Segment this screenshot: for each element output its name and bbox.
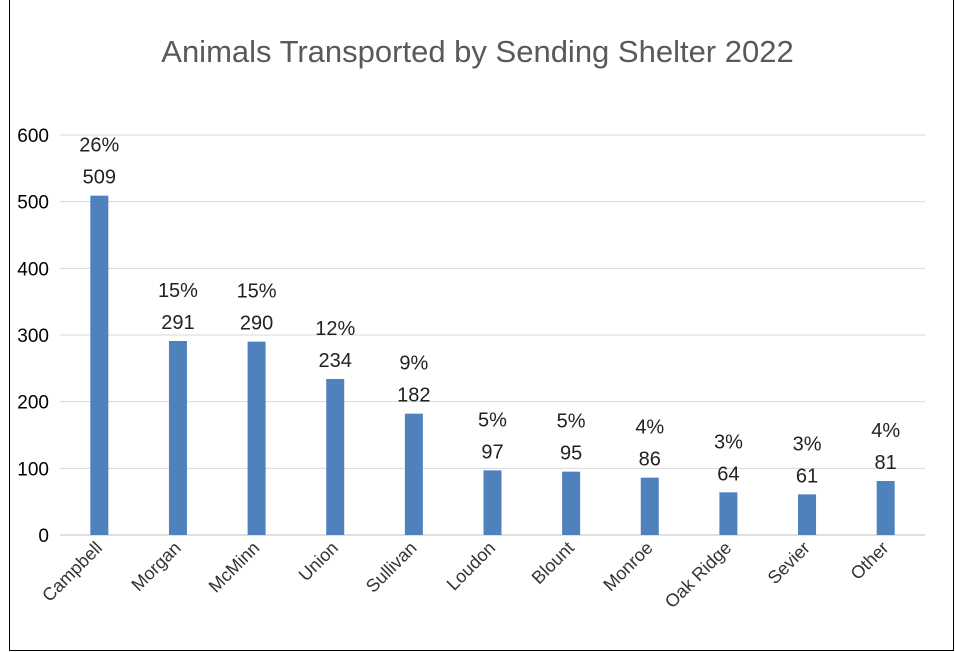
- data-label-value: 509: [83, 167, 116, 189]
- x-tick-label: Morgan: [127, 538, 184, 595]
- chart-frame: [9, 0, 954, 651]
- bar: [798, 494, 817, 535]
- y-tick-label: 500: [17, 193, 49, 214]
- data-label-percent: 4%: [635, 417, 664, 439]
- x-tick-label: Blount: [528, 538, 578, 588]
- y-tick-label: 200: [17, 393, 49, 414]
- data-label-value: 81: [875, 452, 897, 474]
- x-tick-label: Union: [295, 538, 342, 585]
- data-label-percent: 26%: [79, 135, 119, 157]
- y-tick-label: 300: [17, 326, 49, 347]
- data-label-value: 61: [796, 465, 818, 487]
- y-tick-label: 100: [17, 459, 49, 480]
- data-label-percent: 5%: [478, 409, 507, 431]
- data-label-percent: 3%: [714, 431, 743, 453]
- x-tick-label: Sevier: [764, 538, 814, 588]
- data-label-percent: 3%: [793, 433, 822, 455]
- x-tick-label: Monroe: [599, 538, 656, 595]
- x-tick-label: McMinn: [205, 538, 264, 597]
- data-label-value: 64: [717, 463, 739, 485]
- y-tick-label: 400: [17, 259, 49, 280]
- bar: [168, 341, 187, 535]
- data-label-value: 95: [560, 443, 582, 465]
- data-label-percent: 12%: [315, 318, 355, 340]
- data-label-value: 291: [161, 312, 194, 334]
- data-label-percent: 15%: [237, 281, 277, 303]
- data-label-value: 290: [240, 313, 273, 335]
- x-tick-label: Campbell: [38, 538, 106, 606]
- data-label-value: 234: [319, 350, 352, 372]
- data-label-percent: 15%: [158, 280, 198, 302]
- data-label-value: 182: [397, 385, 430, 407]
- x-tick-label: Loudon: [443, 538, 500, 595]
- data-label-value: 97: [481, 441, 503, 463]
- x-tick-label: Other: [847, 538, 893, 584]
- bar: [640, 477, 659, 535]
- bar: [247, 341, 266, 535]
- y-tick-label: 600: [17, 126, 49, 147]
- chart-title: Animals Transported by Sending Shelter 2…: [161, 34, 794, 69]
- bar: [719, 492, 738, 535]
- x-tick-label: Oak Ridge: [661, 538, 735, 612]
- data-label-value: 86: [639, 449, 661, 471]
- data-label-percent: 9%: [399, 353, 428, 375]
- y-tick-label: 0: [38, 526, 49, 547]
- bar: [562, 471, 581, 535]
- bar: [876, 481, 895, 535]
- x-tick-label: Sullivan: [362, 538, 421, 597]
- bar: [326, 379, 345, 535]
- bar: [90, 195, 109, 535]
- bar: [404, 413, 423, 535]
- data-label-percent: 5%: [557, 411, 586, 433]
- bar: [483, 470, 502, 535]
- data-label-percent: 4%: [871, 420, 900, 442]
